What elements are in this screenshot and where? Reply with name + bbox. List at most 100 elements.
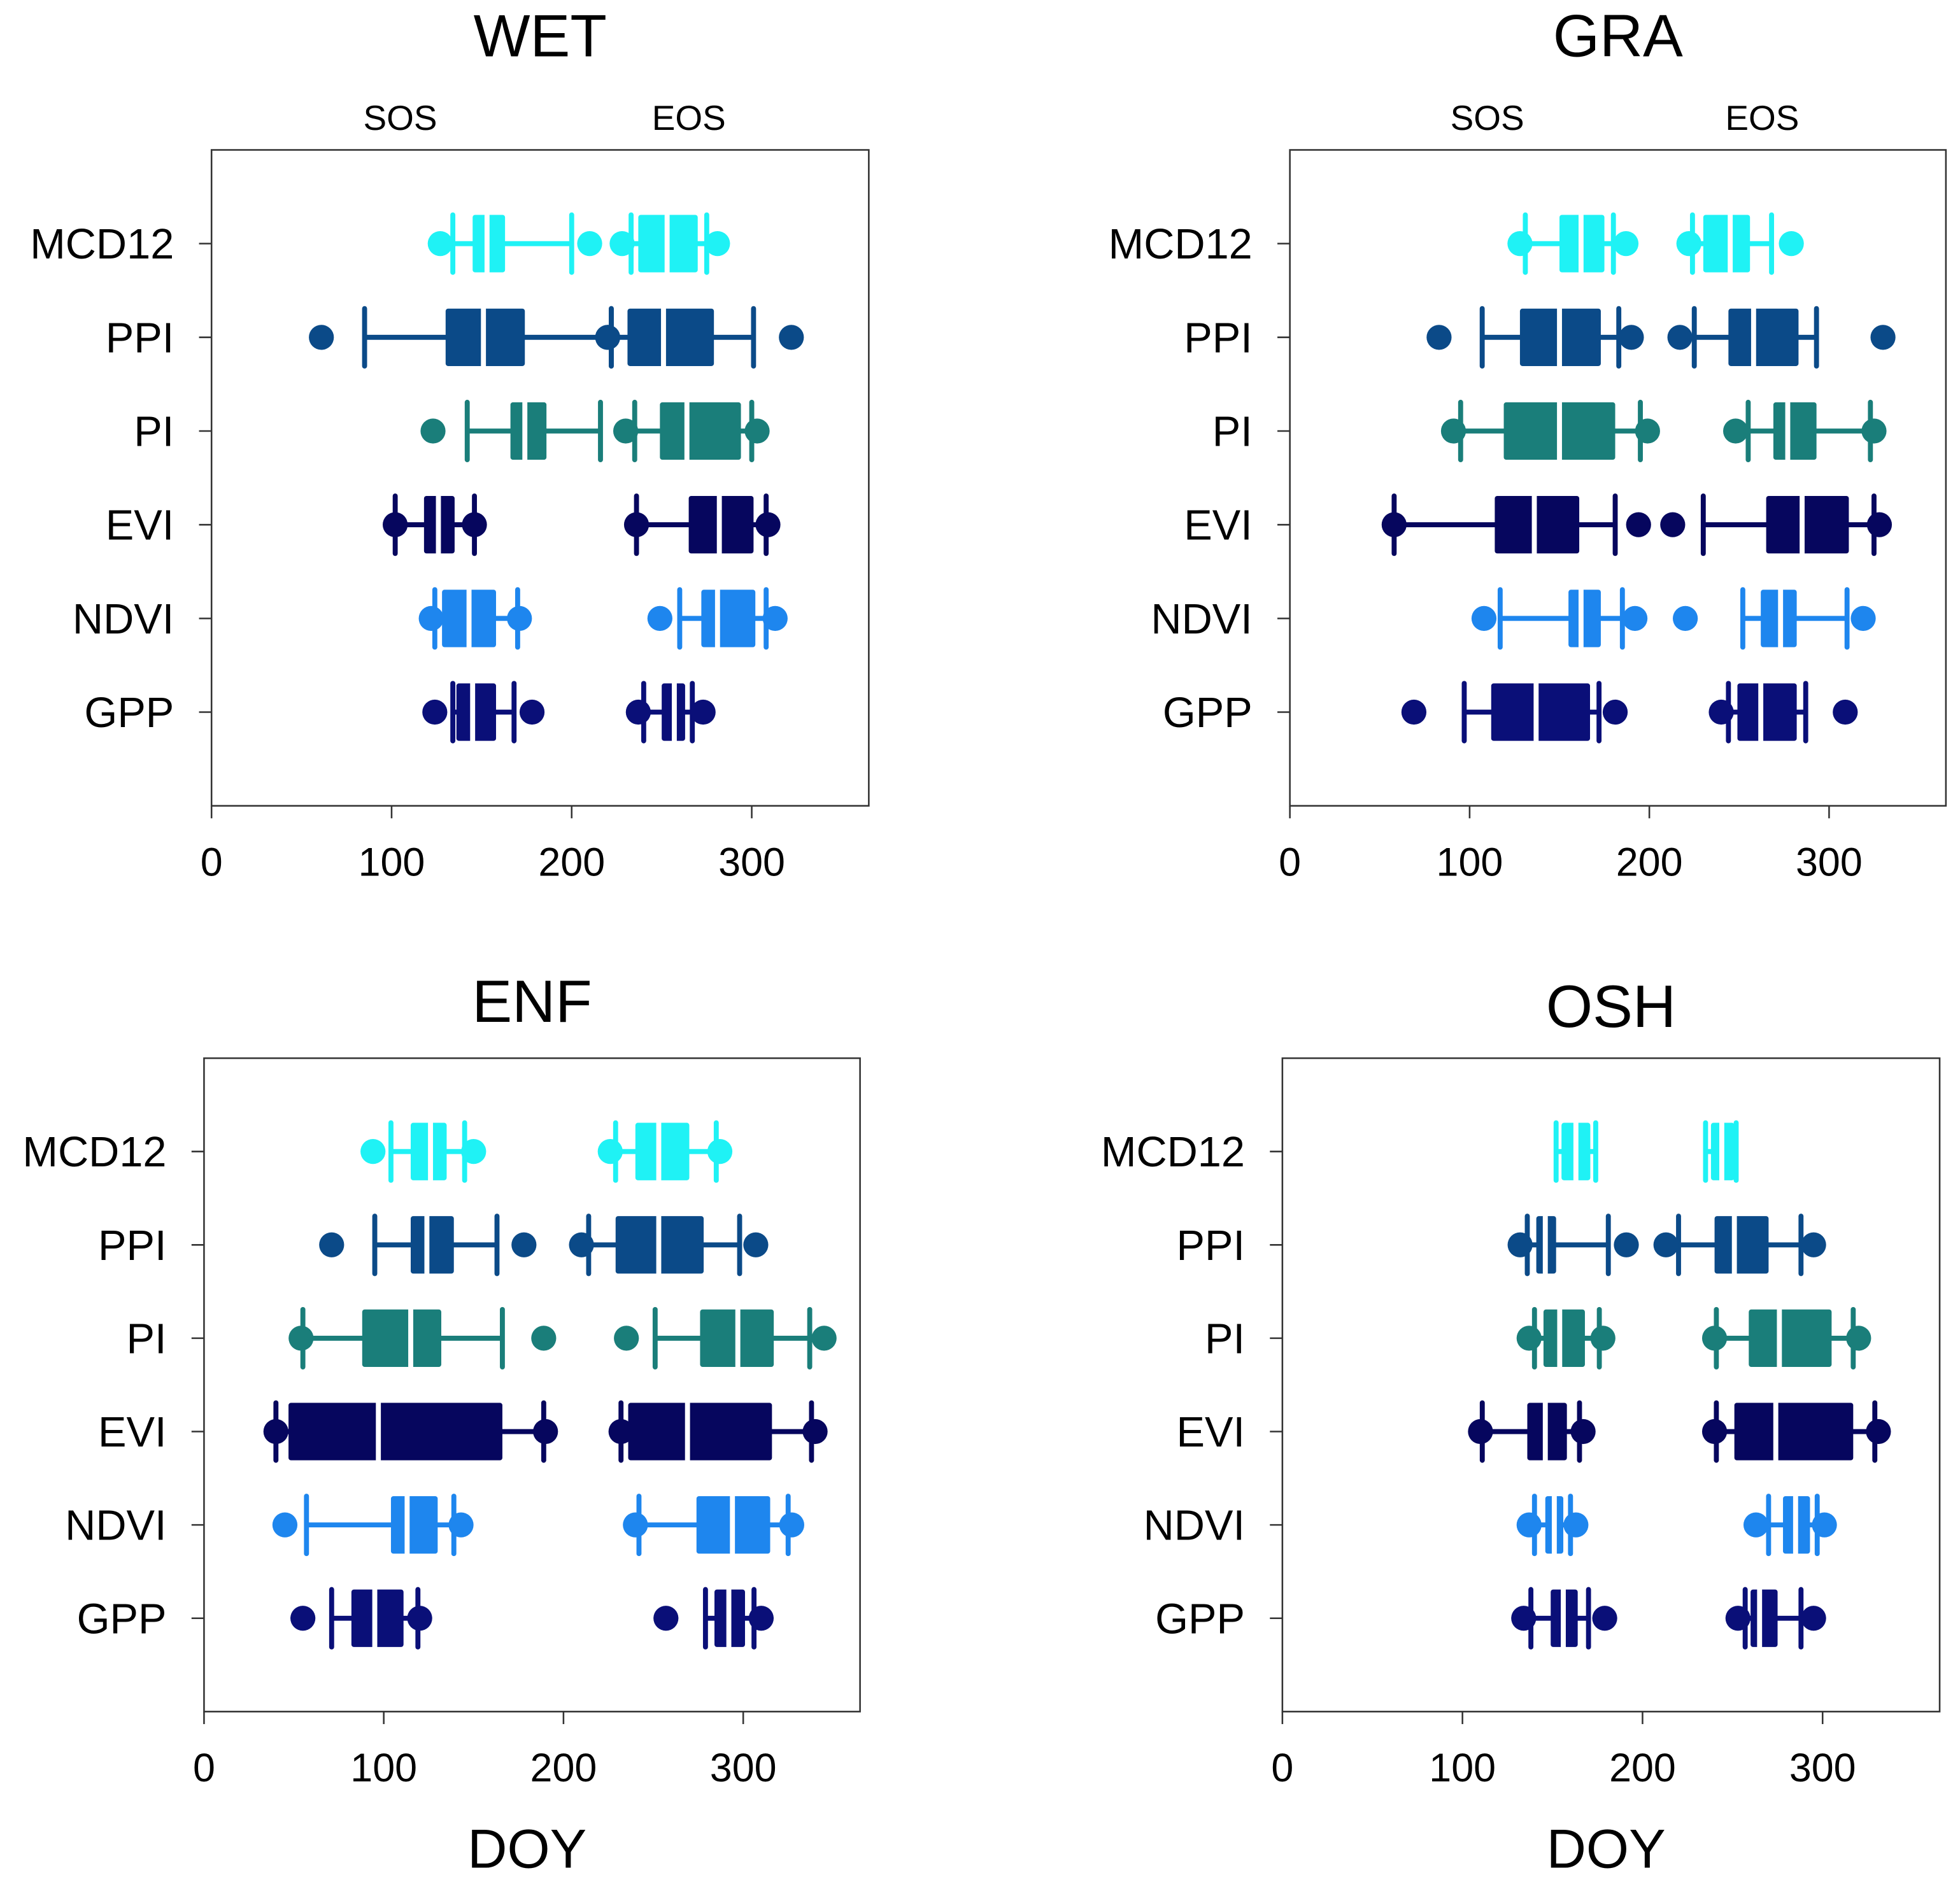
box-iqr [1737, 683, 1797, 741]
box-ndvi-eos [647, 587, 788, 650]
x-tick-label: 200 [1609, 1746, 1676, 1790]
panel-enf: ENF 0 100 200 300 DOY MCD12 PPI PI EVI NDVI GPP [22, 968, 861, 1880]
outlier-point [360, 1139, 386, 1164]
box-iqr [1728, 308, 1799, 366]
panel-gra: GRA SOS EOS 0 100 200 300 MCD12 PPI PI EVI NDVI GPP [1109, 2, 1947, 885]
box-iqr [1543, 1309, 1585, 1368]
box-ppi-eos [569, 1213, 769, 1277]
y-tick-label: PPI [1176, 1222, 1245, 1270]
box-mcd12-eos [1676, 212, 1804, 275]
outlier-point [1590, 1326, 1616, 1351]
group-label-sos: SOS [1451, 98, 1524, 138]
x-axis-label: DOY [467, 1819, 586, 1880]
outlier-point [707, 1139, 733, 1164]
x-tick-label: 0 [1279, 840, 1301, 885]
outlier-point [1801, 1232, 1826, 1257]
box-ppi-sos [309, 306, 620, 369]
x-tick-label: 300 [710, 1746, 777, 1790]
outlier-point [1635, 418, 1660, 444]
outlier-point [1440, 418, 1466, 444]
outlier-point [690, 699, 716, 725]
outlier-point [705, 231, 730, 257]
outlier-point [653, 1606, 679, 1631]
box-ppi-eos [1667, 306, 1896, 369]
outlier-point [1743, 1512, 1769, 1538]
box-mcd12-sos [1553, 1120, 1598, 1183]
outlier-point [623, 512, 650, 537]
box-iqr [627, 308, 714, 366]
outlier-point [1701, 1419, 1728, 1445]
box-gpp-sos [290, 1587, 432, 1650]
outlier-point [1850, 605, 1876, 631]
y-tick-label: GPP [77, 1595, 167, 1643]
outlier-point [743, 1232, 769, 1257]
outlier-point [609, 231, 635, 257]
x-tick-label: 300 [718, 840, 785, 885]
x-tick-label: 0 [193, 1746, 215, 1790]
box-iqr [1703, 215, 1751, 272]
outlier-point [779, 325, 804, 350]
box-gpp-sos [1401, 681, 1628, 744]
box-iqr [1734, 1403, 1854, 1461]
y-tick-label: EVI [106, 502, 174, 549]
outlier-point [418, 605, 444, 631]
panel-wet: WET SOS EOS 0 100 200 300 MCD12 PPI PI EVI NDVI GPP [30, 2, 870, 885]
outlier-point [597, 1139, 623, 1164]
box-gpp-eos [653, 1587, 774, 1650]
x-tick-label: 0 [201, 840, 223, 885]
box-ndvi-sos [272, 1494, 474, 1557]
outlier-point [1471, 605, 1497, 631]
y-tick-label: PI [134, 409, 174, 456]
box-iqr [1495, 496, 1580, 554]
group-label-eos: EOS [652, 98, 726, 138]
outlier-point [511, 1232, 537, 1257]
box-ndvi-sos [418, 587, 532, 650]
box-ndvi-eos [1743, 1494, 1837, 1557]
chart-title: OSH [1546, 973, 1676, 1040]
outlier-point [623, 1512, 648, 1538]
outlier-point [1708, 699, 1734, 725]
box-iqr [390, 1496, 438, 1554]
outlier-point [461, 1139, 486, 1164]
chart-title: WET [474, 2, 607, 69]
box-evi-eos [608, 1400, 828, 1463]
y-tick-label: MCD12 [1109, 221, 1253, 268]
outlier-point [595, 325, 620, 350]
plot-frame [1289, 149, 1947, 807]
outlier-point [290, 1606, 316, 1631]
box-ppi-sos [319, 1213, 537, 1277]
outlier-point [1833, 699, 1858, 725]
y-tick-label: PI [1212, 409, 1253, 456]
box-iqr [1751, 1589, 1778, 1647]
outlier-point [507, 605, 532, 631]
box-pi-sos [420, 399, 603, 463]
outlier-point [1592, 1606, 1617, 1631]
y-tick-label: MCD12 [22, 1129, 166, 1176]
box-evi-eos [623, 493, 781, 556]
x-tick-label: 200 [538, 840, 605, 885]
box-iqr [1749, 1309, 1832, 1368]
outlier-point [420, 418, 446, 444]
outlier-point [613, 418, 639, 444]
x-tick-label: 200 [530, 1746, 597, 1790]
box-iqr [288, 1403, 502, 1461]
plot-frame [203, 1057, 861, 1713]
outlier-point [1812, 1512, 1837, 1538]
box-mcd12-eos [609, 212, 730, 275]
box-evi-sos [1381, 493, 1651, 556]
box-iqr [635, 1122, 690, 1180]
outlier-point [1701, 1326, 1728, 1351]
group-label-sos: SOS [363, 98, 437, 138]
outlier-point [1516, 1512, 1542, 1538]
box-evi-sos [383, 493, 487, 556]
outlier-point [1861, 418, 1887, 444]
y-tick-label: EVI [98, 1409, 167, 1456]
y-tick-label: GPP [1155, 1595, 1245, 1643]
box-ndvi-eos [1672, 587, 1876, 650]
outlier-point [1660, 512, 1686, 537]
outlier-point [263, 1419, 288, 1445]
box-ndvi-eos [623, 1494, 804, 1557]
x-tick-label: 300 [1796, 840, 1863, 885]
outlier-point [1626, 512, 1651, 537]
